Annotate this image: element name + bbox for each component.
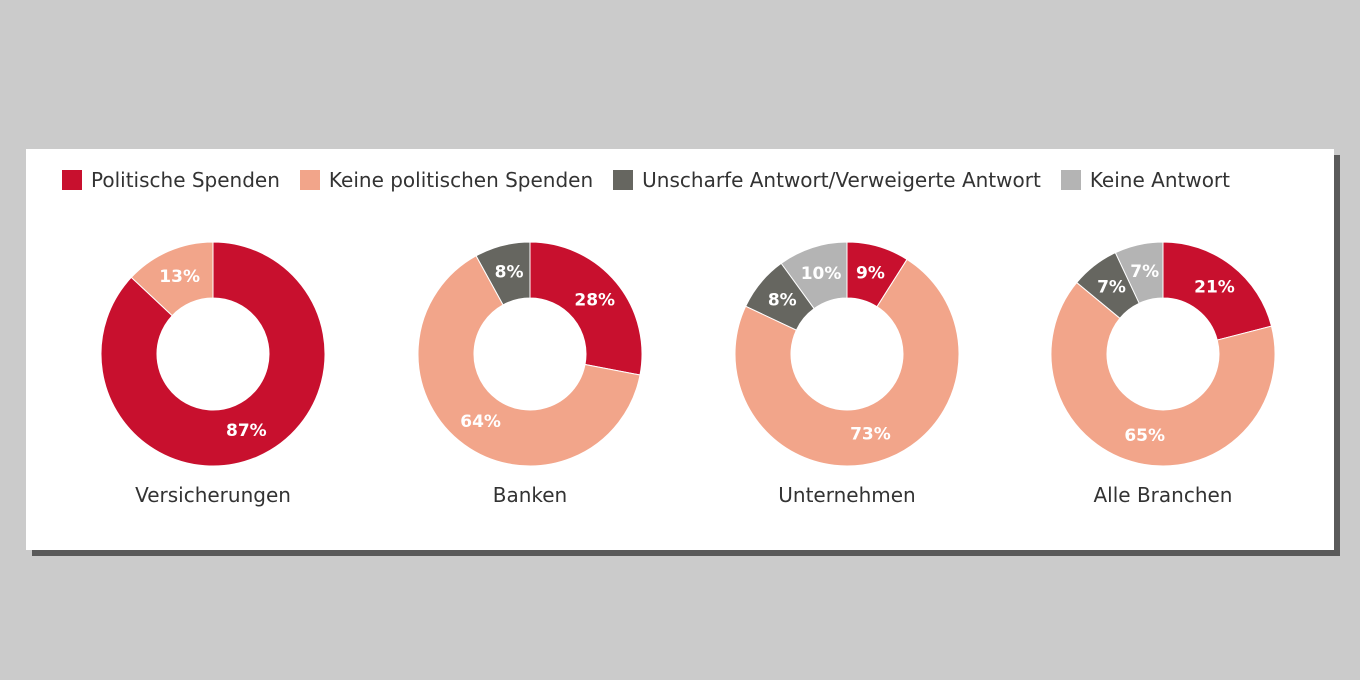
legend-swatch: [1060, 170, 1081, 190]
legend-label: Unscharfe Antwort/Verweigerte Antwort: [642, 168, 1041, 192]
legend-item-unscharfe-antwort: Unscharfe Antwort/Verweigerte Antwort: [613, 168, 1041, 192]
slice-keine-politischen-spenden: [417, 255, 641, 467]
category-label-banken: Banken: [492, 483, 568, 507]
slice-label-keine-politischen-spenden: 73%: [850, 425, 891, 445]
legend-label: Keine Antwort: [1089, 168, 1230, 192]
slice-label-unscharfe-antwort-verweigerte-antwort: 8%: [768, 290, 797, 310]
legend: Politische Spenden Keine politischen Spe…: [62, 168, 1230, 192]
slice-keine-antwort: [780, 241, 848, 310]
legend-swatch: [62, 170, 82, 190]
legend-swatch: [299, 170, 320, 190]
slice-keine-politischen-spenden: [1050, 281, 1276, 467]
slice-label-keine-antwort: 10%: [801, 264, 842, 284]
legend-label: Keine politischen Spenden: [328, 168, 594, 192]
slice-label-politische-spenden: 28%: [574, 290, 615, 310]
slice-label-unscharfe-antwort-verweigerte-antwort: 7%: [1097, 278, 1126, 298]
slice-unscharfe-antwort-verweigerte-antwort: [475, 241, 531, 306]
slice-label-keine-politischen-spenden: 64%: [460, 412, 501, 432]
slice-label-politische-spenden: 9%: [856, 263, 885, 283]
donut-versicherungen: 87% 13%: [100, 241, 326, 467]
slice-politische-spenden: [100, 241, 326, 467]
slice-label-keine-politischen-spenden: 65%: [1124, 426, 1165, 446]
legend-item-keine-politischen-spenden: Keine politischen Spenden: [299, 168, 594, 192]
slice-keine-antwort: [1114, 241, 1164, 304]
donut-unternehmen: 9% 10%8% 73%: [734, 241, 960, 467]
slice-politische-spenden: [529, 241, 643, 376]
category-label-versicherungen: Versicherungen: [135, 483, 291, 507]
donut-charts: 87%13%28%8%64%9%10%8%73%21%7%7%65%: [100, 241, 1276, 467]
slice-label-politische-spenden: 87%: [226, 421, 267, 441]
slice-unscharfe-antwort-verweigerte-antwort: [744, 262, 815, 331]
legend-item-keine-antwort: Keine Antwort: [1060, 168, 1230, 192]
slice-keine-politischen-spenden: [130, 241, 214, 317]
category-label-alle-branchen: Alle Branchen: [1093, 483, 1233, 507]
category-label-unternehmen: Unternehmen: [778, 483, 916, 507]
legend-label: Politische Spenden: [91, 168, 280, 192]
donut-banken: 28% 8% 64%: [417, 241, 643, 467]
slice-keine-politischen-spenden: [734, 258, 960, 467]
slice-label-unscharfe-antwort-verweigerte-antwort: 8%: [495, 263, 524, 283]
legend-item-politische-spenden: Politische Spenden: [62, 168, 280, 192]
slice-unscharfe-antwort-verweigerte-antwort: [1075, 251, 1140, 320]
slice-label-politische-spenden: 21%: [1194, 278, 1235, 298]
donut-alle-branchen: 21% 7%7% 65%: [1050, 241, 1276, 467]
slice-politische-spenden: [1162, 241, 1273, 341]
slice-label-keine-politischen-spenden: 13%: [159, 267, 200, 287]
slice-label-keine-antwort: 7%: [1130, 262, 1159, 282]
legend-swatch: [613, 170, 634, 190]
chart-card: Politische Spenden Keine politischen Spe…: [26, 149, 1334, 550]
